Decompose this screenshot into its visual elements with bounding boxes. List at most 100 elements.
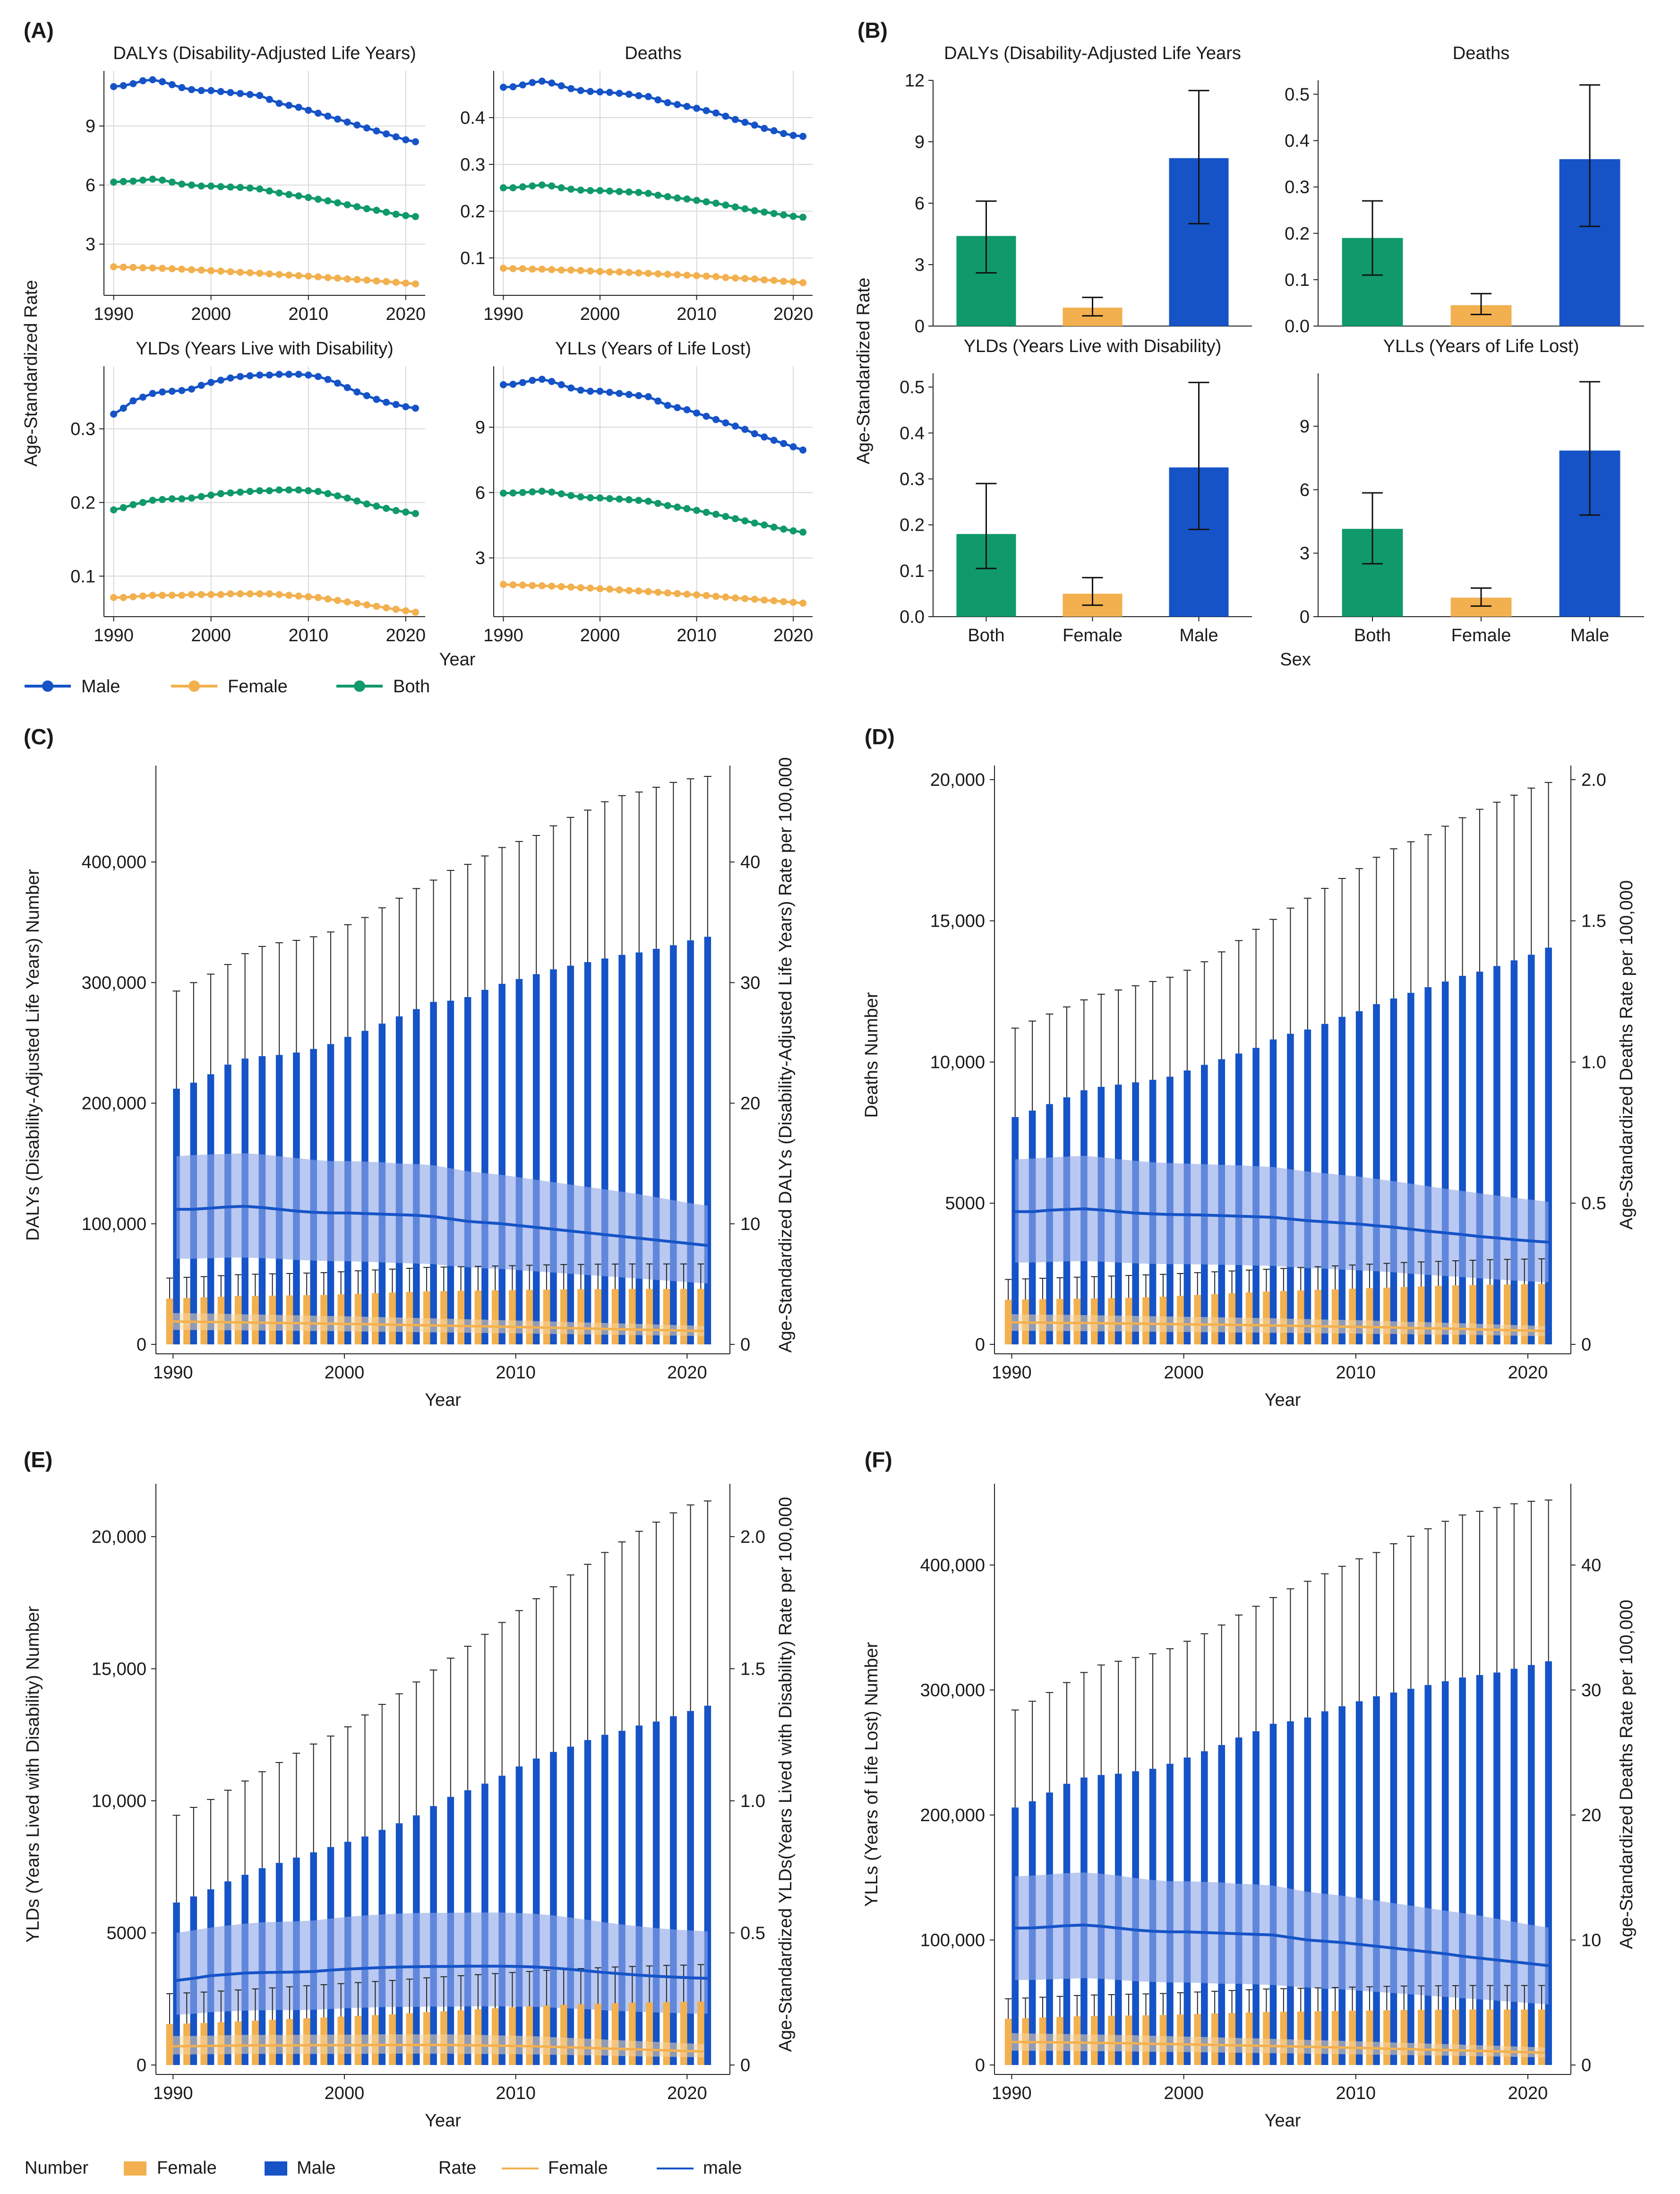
data-point-male: [168, 81, 176, 88]
bar-male-number: [635, 1725, 643, 2065]
bar-male-number: [601, 958, 609, 1344]
data-point-both: [635, 497, 643, 504]
data-point-male: [635, 92, 643, 99]
y2-tick-label: 1.5: [740, 1659, 765, 1679]
data-point-female: [538, 266, 546, 273]
data-point-both: [683, 195, 691, 203]
data-point-male: [120, 404, 127, 412]
data-point-male: [761, 433, 768, 441]
bar-female-number: [629, 1289, 636, 1344]
data-point-female: [285, 592, 293, 599]
data-point-male: [314, 373, 322, 380]
data-point-female: [197, 267, 205, 274]
bar-female-number: [1004, 2019, 1012, 2065]
data-point-both: [780, 525, 788, 533]
data-point-female: [402, 607, 410, 615]
data-point-male: [538, 376, 546, 383]
data-point-male: [780, 440, 788, 447]
data-point-both: [606, 495, 613, 502]
data-point-both: [149, 497, 156, 504]
panel-a-y-axis-label: Age-Standardized Rate: [21, 280, 41, 466]
data-point-female: [731, 594, 739, 602]
data-point-both: [761, 521, 768, 529]
data-point-female: [509, 265, 517, 273]
data-point-both: [674, 194, 681, 202]
data-point-both: [789, 213, 797, 220]
data-point-female: [654, 588, 662, 596]
data-point-female: [499, 265, 507, 272]
x-tick-label: Both: [968, 626, 1004, 645]
x-axis-label: Year: [425, 1390, 461, 1410]
data-point-male: [188, 385, 195, 393]
bar-female-number: [491, 1290, 499, 1344]
data-point-male: [149, 76, 156, 84]
data-point-male: [110, 83, 118, 90]
data-point-both: [509, 489, 517, 497]
data-point-female: [139, 592, 146, 600]
data-point-male: [275, 370, 283, 378]
data-point-male: [606, 388, 613, 396]
data-point-both: [324, 197, 332, 205]
data-point-both: [168, 495, 176, 503]
data-point-both: [266, 187, 273, 195]
data-point-male: [499, 381, 507, 388]
bar-male-number: [1545, 1661, 1552, 2065]
bar-male-number: [481, 989, 489, 1344]
bar-female-number: [1297, 2011, 1304, 2065]
y-tick-label: 300,000: [82, 973, 146, 993]
data-point-both: [799, 528, 807, 536]
y-tick-label: 6: [475, 483, 485, 503]
series-line-both: [503, 490, 803, 533]
data-point-both: [557, 490, 565, 498]
y-tick-label: 9: [915, 132, 925, 152]
data-point-female: [129, 593, 137, 601]
x-tick-label: 1990: [94, 626, 134, 645]
data-point-female: [780, 277, 788, 285]
data-point-male: [411, 138, 419, 146]
bar-male-number: [498, 983, 506, 1344]
y-tick-label: 0: [975, 1335, 985, 1355]
data-point-female: [227, 590, 234, 598]
data-point-both: [664, 193, 671, 200]
bar-male-number: [515, 979, 523, 1344]
data-point-female: [529, 582, 536, 589]
x-tick-label: 2000: [580, 626, 620, 645]
x-axis-label: Year: [1265, 2111, 1301, 2131]
bar-female-number: [1331, 1289, 1339, 1344]
data-point-female: [644, 588, 652, 595]
data-point-female: [635, 587, 643, 595]
bar-female-number: [1486, 2009, 1494, 2065]
data-point-both: [159, 176, 166, 184]
data-point-both: [722, 513, 729, 520]
y2-tick-label: 0.5: [740, 1923, 765, 1943]
data-point-both: [751, 519, 758, 527]
y-tick-label: 0.1: [1285, 270, 1310, 290]
legend-number-female-swatch: [124, 2161, 146, 2176]
y2-tick-label: 1.0: [1581, 1052, 1606, 1072]
data-point-male: [334, 115, 342, 123]
data-point-female: [567, 583, 575, 591]
panel-label-e: (E): [24, 1447, 52, 1472]
panel-label-a: (A): [24, 18, 54, 43]
x-tick-label: 2000: [325, 2083, 365, 2103]
data-point-both: [529, 182, 536, 189]
data-point-both: [693, 197, 701, 204]
data-point-both: [343, 201, 351, 208]
data-point-both: [411, 510, 419, 517]
series-line-male: [113, 78, 416, 143]
rate-band-male: [1015, 1872, 1549, 2005]
y-tick-label: 5000: [106, 1923, 146, 1943]
data-point-male: [324, 376, 332, 383]
data-point-male: [227, 89, 234, 96]
y-tick-label: 0.5: [1285, 85, 1310, 104]
data-point-male: [703, 107, 710, 114]
data-point-both: [305, 487, 312, 494]
data-point-both: [207, 182, 215, 190]
y-tick-label: 9: [86, 117, 95, 137]
x-tick-label: 2010: [496, 2083, 536, 2103]
x-tick-label: 2010: [288, 626, 328, 645]
data-point-female: [770, 276, 778, 284]
data-point-both: [635, 189, 643, 196]
data-point-both: [129, 177, 137, 185]
